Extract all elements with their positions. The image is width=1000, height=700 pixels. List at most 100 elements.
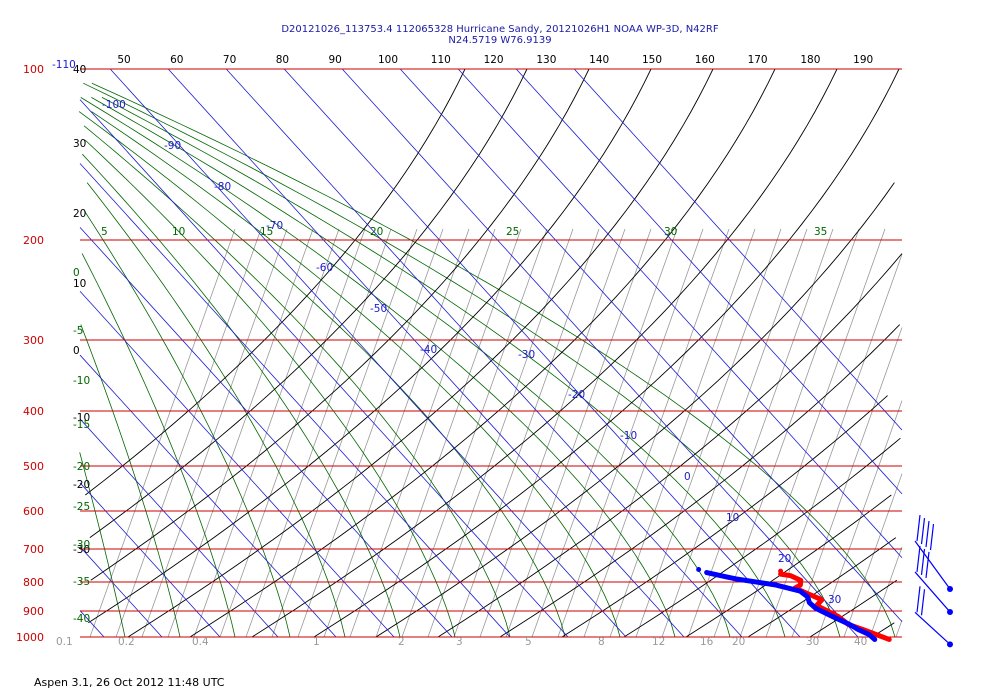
mixing-ratio-line	[895, 619, 903, 638]
isotherm-label: -60	[316, 262, 333, 274]
wind-barbs	[914, 514, 953, 648]
isotherm-label: 0	[684, 471, 691, 483]
mixing-ratio-line	[791, 327, 903, 638]
pressure-label: 400	[23, 405, 44, 418]
top-theta-label: 120	[484, 54, 504, 66]
isotherm-line	[79, 163, 511, 638]
mixing-ratio-label: 8	[598, 636, 605, 648]
moist-adiabat	[81, 253, 236, 638]
dewpoint-top-marker	[696, 567, 702, 573]
moist-adiabat-label: 10	[172, 226, 185, 238]
mixing-ratio-line	[401, 228, 548, 638]
wind-barb-flag	[916, 586, 921, 613]
moist-adiabat-label: -10	[73, 375, 90, 387]
moist-adiabat-label: -25	[73, 501, 90, 513]
temperature-top-marker	[778, 568, 784, 574]
dry-adiabat	[313, 68, 900, 638]
pressure-label: 200	[23, 234, 44, 247]
top-theta-label: 100	[378, 54, 398, 66]
left-theta-label: -30	[73, 544, 90, 556]
moist-adiabat	[91, 82, 896, 638]
moist-adiabat	[84, 210, 291, 638]
dry-adiabat	[375, 182, 895, 638]
wind-barb-flag	[916, 545, 921, 573]
mixing-ratio-label: 0.4	[192, 636, 209, 648]
isotherm-line	[341, 68, 859, 638]
pressure-label: 300	[23, 334, 44, 347]
moist-adiabat	[91, 111, 621, 638]
isotherm-label: -110	[52, 59, 76, 71]
wind-barb-flag	[920, 548, 926, 576]
mixing-ratio-line	[765, 254, 903, 638]
isotherm-label: -20	[568, 389, 585, 401]
isotherm-line	[79, 418, 279, 638]
dry-adiabat	[437, 253, 903, 638]
mixing-ratio-label: 1	[313, 636, 320, 648]
isotherm-line	[79, 354, 337, 638]
moist-adiabat-label: -20	[73, 461, 90, 473]
pressure-label: 100	[23, 63, 44, 76]
moist-adiabat-label: 35	[814, 226, 827, 238]
wind-barb-staff	[914, 540, 951, 590]
top-theta-label: 180	[800, 54, 820, 66]
isotherm-label: -40	[420, 344, 437, 356]
left-theta-label: 20	[73, 208, 86, 220]
dry-adiabat	[251, 68, 838, 638]
mixing-ratio-line	[687, 228, 834, 638]
mixing-ratio-line	[323, 228, 470, 638]
moist-adiabat-label: -30	[73, 539, 90, 551]
dewpoint-profile	[704, 570, 878, 642]
moist-adiabat	[91, 97, 731, 638]
dry-adiabat	[561, 395, 888, 638]
mixing-ratio-label: 0.1	[56, 636, 73, 648]
mixing-ratio-line	[557, 228, 704, 638]
moist-adiabat-label: 20	[370, 226, 383, 238]
isotherm-label: -70	[266, 220, 283, 232]
moist-adiabat	[86, 182, 346, 638]
wind-barb-flag	[920, 589, 926, 616]
pressure-label: 700	[23, 543, 44, 556]
mixing-ratio-line	[115, 228, 262, 638]
moist-adiabat	[84, 139, 456, 638]
isotherm-line	[167, 68, 685, 638]
dry-adiabat	[88, 68, 652, 624]
isotherm-label: 20	[778, 553, 791, 565]
dry-adiabat	[127, 68, 714, 638]
top-theta-label: 170	[748, 54, 768, 66]
wind-barb-dot	[947, 608, 953, 615]
isotherm-label: -100	[102, 99, 126, 111]
mixing-ratio-label: 12	[652, 636, 665, 648]
moist-adiabat	[101, 97, 786, 638]
isotherm-line	[79, 610, 105, 638]
mixing-ratio-line	[453, 228, 600, 638]
isotherm-label: 10	[726, 512, 739, 524]
isotherm-label: -10	[620, 430, 637, 442]
isotherm-line	[283, 68, 801, 638]
moist-adiabat-label: 5	[101, 226, 108, 238]
top-theta-label: 70	[223, 54, 236, 66]
mixing-ratio-lines	[89, 228, 903, 638]
moist-adiabat-label: 15	[260, 226, 273, 238]
isotherm-line	[79, 546, 163, 638]
mixing-ratio-label: 40	[854, 636, 867, 648]
mixing-ratio-label: 3	[456, 636, 463, 648]
mixing-ratio-label: 2	[398, 636, 405, 648]
mixing-ratio-label: 20	[732, 636, 745, 648]
mixing-ratio-line	[479, 228, 626, 638]
moist-adiabat-label: -5	[73, 325, 83, 337]
moist-adiabat	[83, 82, 841, 638]
isotherm-line	[79, 227, 453, 638]
moist-adiabat	[79, 452, 126, 638]
wind-barb-dot	[947, 641, 953, 648]
wind-barb-flag	[916, 514, 921, 542]
footer-text: Aspen 3.1, 26 Oct 2012 11:48 UTC	[34, 676, 225, 689]
mixing-ratio-line	[739, 228, 886, 638]
isotherm-line	[109, 68, 627, 638]
mixing-ratio-line	[167, 228, 314, 638]
mixing-ratio-line	[609, 228, 756, 638]
isotherm-line	[79, 290, 395, 638]
isotherm-label: -80	[214, 181, 231, 193]
top-theta-label: 190	[853, 54, 873, 66]
